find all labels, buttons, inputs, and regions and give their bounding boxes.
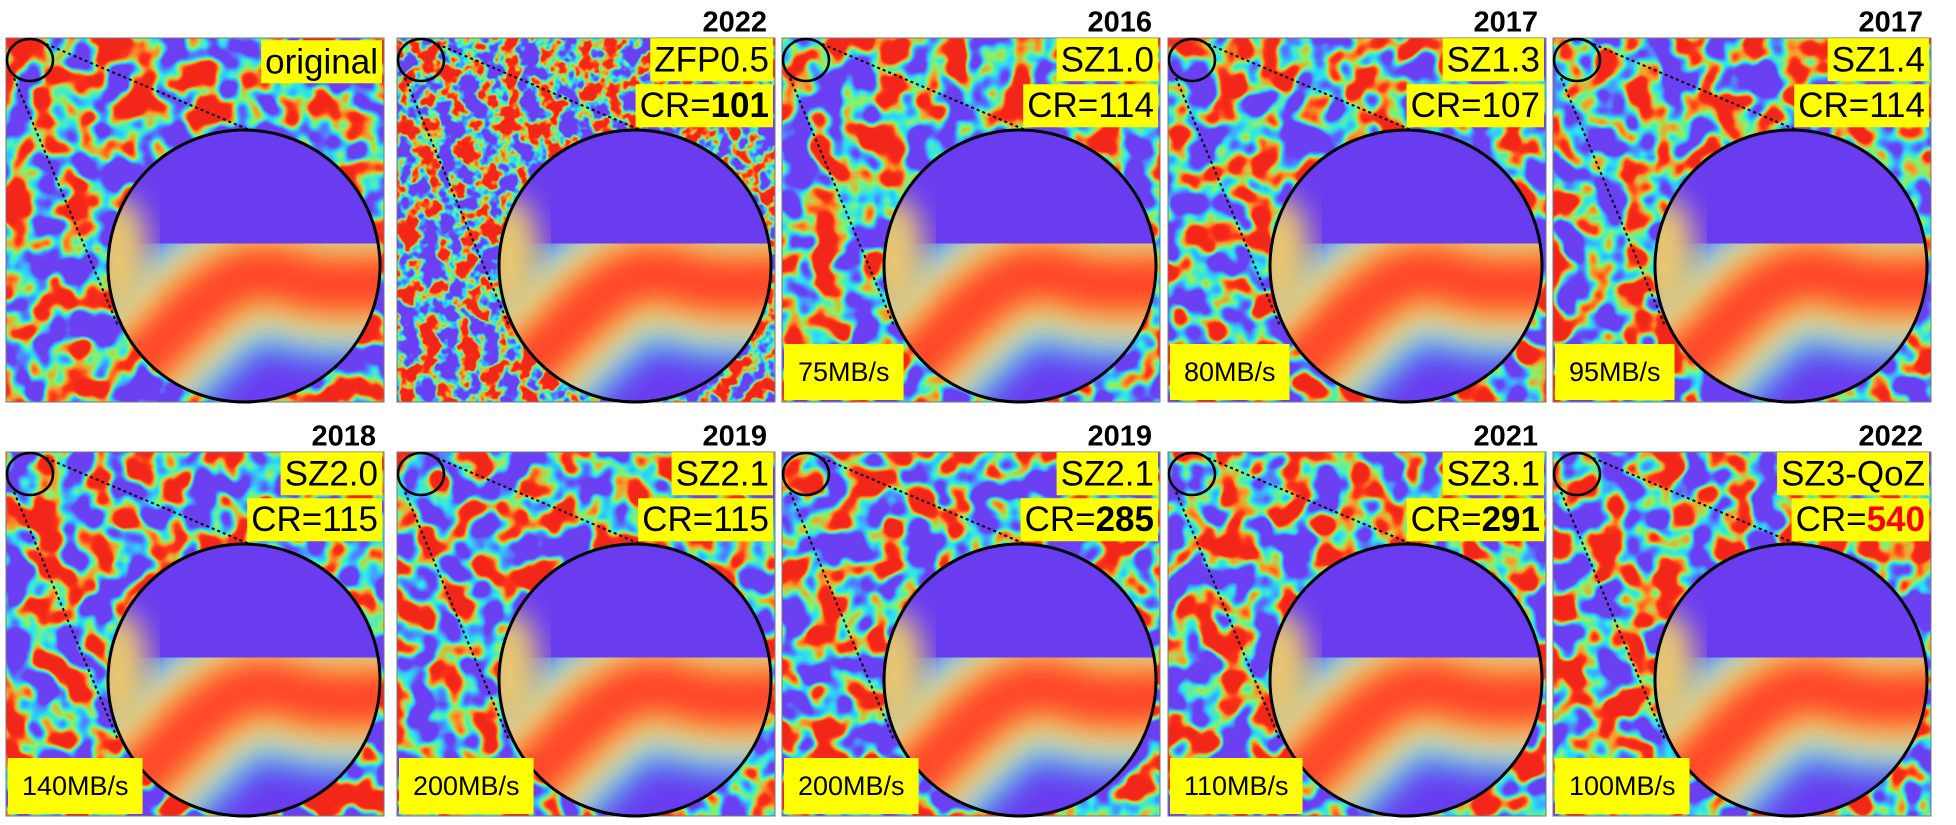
panel: 2018SZ2.0 CR=115 140MB/s <box>6 421 424 820</box>
year: 2016 <box>1087 7 1152 39</box>
method: SZ2.1 <box>1061 454 1154 493</box>
cr-prefix: CR= <box>1027 86 1098 125</box>
compression-ratio: CR=115 <box>251 500 378 539</box>
compression-ratio: CR=114 <box>1798 86 1925 125</box>
cr-value: 291 <box>1482 500 1540 539</box>
method: SZ1.4 <box>1832 40 1925 79</box>
method: SZ3-QoZ <box>1781 454 1925 493</box>
compression-ratio: CR=115 <box>642 500 769 539</box>
compression-ratio: CR=107 <box>1411 86 1540 125</box>
year: 2021 <box>1473 421 1538 453</box>
throughput: 110MB/s <box>1184 771 1289 801</box>
cr-prefix: CR= <box>1025 500 1096 539</box>
compression-ratio: CR=101 <box>640 86 769 125</box>
cr-value: 101 <box>711 86 769 125</box>
method: ZFP0.5 <box>654 40 769 79</box>
cr-value: 114 <box>1869 86 1925 125</box>
year: 2019 <box>702 421 767 453</box>
method: SZ2.1 <box>676 454 769 493</box>
throughput: 140MB/s <box>22 771 129 801</box>
method: SZ2.0 <box>285 454 378 493</box>
throughput: 80MB/s <box>1184 357 1276 387</box>
cr-prefix: CR= <box>640 86 711 125</box>
panel: 2019SZ2.1 CR=115 200MB/s <box>397 421 815 820</box>
year: 2017 <box>1473 7 1538 39</box>
compression-ratio: CR=114 <box>1027 86 1154 125</box>
throughput: 200MB/s <box>413 771 520 801</box>
year: 2022 <box>702 7 767 39</box>
cr-prefix: CR= <box>1796 500 1867 539</box>
throughput: 95MB/s <box>1569 357 1661 387</box>
method: SZ1.0 <box>1061 40 1154 79</box>
compression-ratio: CR=540 <box>1796 500 1925 539</box>
year: 2019 <box>1087 421 1152 453</box>
method: SZ1.3 <box>1447 40 1540 79</box>
panel-label: original <box>265 42 378 81</box>
cr-prefix: CR= <box>251 500 322 539</box>
year: 2022 <box>1858 421 1923 453</box>
cr-value: 115 <box>713 500 769 539</box>
cr-prefix: CR= <box>1411 500 1482 539</box>
cr-value: 115 <box>322 500 378 539</box>
panel: original <box>6 38 424 416</box>
method: SZ3.1 <box>1447 454 1540 493</box>
compression-ratio: CR=291 <box>1411 500 1540 539</box>
throughput: 200MB/s <box>798 771 905 801</box>
cr-prefix: CR= <box>1411 86 1482 125</box>
year: 2018 <box>311 421 376 453</box>
cr-prefix: CR= <box>1798 86 1869 125</box>
cr-prefix: CR= <box>642 500 713 539</box>
throughput: 75MB/s <box>798 357 890 387</box>
panel: 2016SZ1.0 CR=114 75MB/s <box>782 7 1200 416</box>
compression-ratio: CR=285 <box>1025 500 1154 539</box>
year: 2017 <box>1858 7 1923 39</box>
cr-value: 114 <box>1098 86 1154 125</box>
figure: original2022ZFP0.5CR=1012016SZ1.0CR=1147… <box>0 0 1956 820</box>
cr-value: 540 <box>1867 500 1925 539</box>
cr-value: 285 <box>1096 500 1154 539</box>
throughput: 100MB/s <box>1569 771 1676 801</box>
cr-value: 107 <box>1482 86 1540 125</box>
